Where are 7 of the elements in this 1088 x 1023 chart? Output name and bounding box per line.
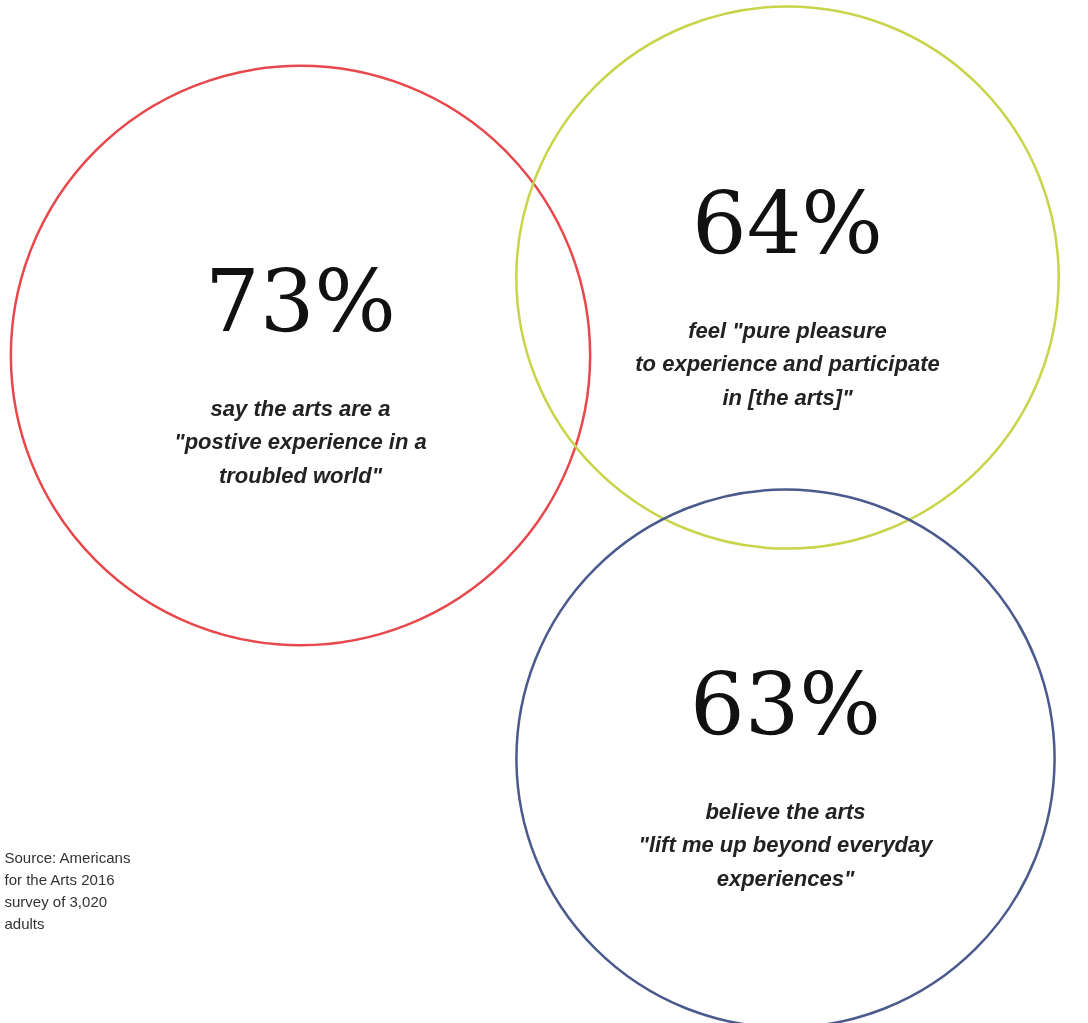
data-label: 73%	[204, 250, 397, 351]
data-label: 64%	[691, 172, 884, 273]
data-label: 63%	[689, 653, 882, 754]
category-label: feel "pure pleasure to experience and participate in [the arts]"	[635, 317, 940, 410]
source-note: Source: Americans for the Arts 2016 survey of 3,020 adults	[4, 848, 131, 932]
category-label: believe the arts "lift me up beyond everyday experiences"	[638, 798, 935, 891]
category-label: say the arts are a "postive experience in a troubled world"	[174, 395, 427, 488]
